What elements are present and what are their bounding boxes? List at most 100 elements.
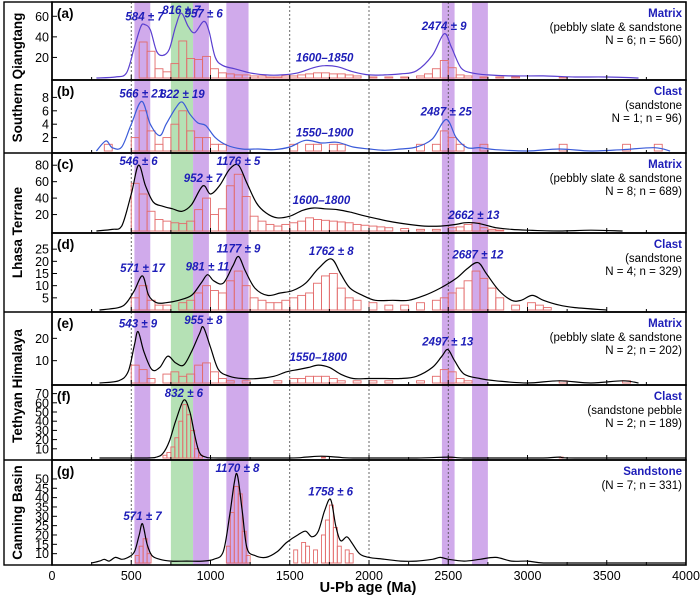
- y-tick-label: 20: [35, 51, 49, 65]
- histogram-bar: [265, 223, 275, 232]
- y-tick-label: 40: [35, 415, 49, 429]
- histogram-bar: [103, 143, 113, 152]
- peak-age-label: 981 ± 11: [186, 262, 230, 274]
- histogram-bar: [479, 76, 489, 79]
- histogram-bar: [479, 227, 489, 232]
- y-tick-label: 20: [35, 332, 49, 346]
- histogram-bar: [384, 76, 394, 79]
- sample-info-line: N = 6; n = 560): [605, 35, 682, 47]
- histogram-bar: [217, 378, 227, 384]
- histogram-bar: [542, 307, 552, 311]
- histogram-bar: [439, 60, 449, 79]
- peak-age-label: 1177 ± 9: [217, 243, 261, 255]
- histogram-bar: [455, 378, 465, 384]
- peak-age-label: 955 ± 8: [184, 315, 223, 327]
- histogram-bar: [186, 130, 196, 152]
- histogram-bar: [463, 75, 473, 79]
- age-band-0: [134, 2, 151, 565]
- histogram-bar: [170, 371, 180, 384]
- panel-c: 20 40 60 80 (c) Matrix (pebbly slate & sandsto…: [35, 152, 687, 234]
- y-tick-label: 2: [42, 131, 49, 145]
- histogram-bar: [344, 222, 354, 232]
- y-tick-label: 10: [35, 547, 49, 561]
- peak-age-label: 952 ± 7: [184, 173, 223, 185]
- histogram-bar: [265, 76, 275, 79]
- y-tick-label: 30: [35, 424, 49, 438]
- y-tick-label: 20: [35, 208, 49, 222]
- sample-type-title: Matrix: [648, 159, 682, 171]
- histogram-bar: [245, 555, 251, 564]
- sample-type-title: Clast: [654, 86, 682, 98]
- y-tick-label: 10: [35, 354, 49, 368]
- histogram-bar: [495, 76, 505, 79]
- histogram-bar: [241, 74, 251, 79]
- histogram-bar: [146, 378, 156, 384]
- histogram-bar: [217, 143, 227, 152]
- kde-curve: [91, 472, 686, 564]
- sample-info-line: (N = 7; n = 331): [601, 480, 682, 492]
- histogram-bar: [289, 297, 299, 311]
- y-tick-label: 20: [35, 528, 49, 542]
- y-tick-label: 40: [35, 30, 49, 44]
- histogram-bar: [178, 223, 188, 232]
- histogram-bar: [344, 549, 350, 564]
- sample-info-line: N = 2; n = 189): [605, 418, 682, 430]
- histogram-bar: [233, 270, 243, 311]
- y-tick-label: 15: [35, 538, 49, 552]
- histogram-bar: [170, 63, 180, 79]
- histogram-bar: [273, 76, 283, 79]
- histogram-bar: [321, 72, 330, 79]
- peak-age-label: 832 ± 6: [165, 388, 204, 400]
- group-strip-frame: [3, 1, 53, 566]
- peak-age-label: 2662 ± 13: [447, 210, 500, 222]
- histogram-bar: [130, 297, 140, 311]
- histogram-bar: [324, 519, 330, 564]
- y-tick-label: 8: [42, 91, 49, 105]
- histogram-bar: [138, 193, 148, 232]
- histogram-bar: [328, 504, 334, 564]
- histogram-bar: [138, 285, 148, 311]
- y-tick-label: 10: [35, 279, 49, 293]
- histogram-bar: [162, 71, 172, 79]
- histogram-bar: [178, 420, 184, 459]
- histogram-bar: [495, 229, 505, 232]
- histogram-bar: [447, 371, 457, 384]
- histogram-bar: [328, 73, 338, 79]
- histogram-bar: [186, 58, 196, 79]
- histogram-bar: [289, 143, 299, 152]
- histogram-bar: [241, 380, 251, 384]
- histogram-bar: [210, 214, 219, 232]
- histogram-bar: [225, 280, 235, 311]
- histogram-bar: [321, 219, 330, 232]
- histogram-bar: [321, 375, 330, 384]
- histogram-bar: [463, 223, 473, 232]
- histogram-bar: [368, 76, 378, 79]
- histogram-bar: [301, 542, 307, 564]
- histogram-bar: [289, 378, 299, 384]
- histogram-bar: [511, 304, 521, 311]
- histogram-bar: [455, 143, 465, 152]
- peak-age-label: 822 ± 19: [160, 89, 205, 101]
- histogram-bar: [455, 226, 465, 232]
- y-tick-label: 20: [35, 433, 49, 447]
- histogram-bar: [194, 364, 204, 384]
- histogram-bar: [289, 222, 299, 232]
- histogram-bar: [352, 75, 362, 79]
- peak-age-label: 1600–1800: [293, 195, 351, 207]
- histogram-bar: [202, 362, 211, 384]
- histogram-bar: [257, 75, 267, 79]
- panel-letter: (d): [57, 237, 74, 252]
- histogram-bar: [186, 373, 196, 384]
- histogram-bar: [336, 143, 346, 152]
- y-tick-label: 30: [35, 510, 49, 524]
- histogram-bar: [384, 227, 394, 232]
- peak-age-label: 2474 ± 9: [421, 21, 467, 33]
- histogram-bar: [210, 371, 219, 384]
- peak-age-label: 571 ± 7: [123, 511, 162, 523]
- histogram-bar: [202, 55, 211, 79]
- peak-age-label: 543 ± 9: [119, 319, 158, 331]
- histogram-bar: [190, 429, 196, 459]
- age-band-3: [226, 2, 249, 565]
